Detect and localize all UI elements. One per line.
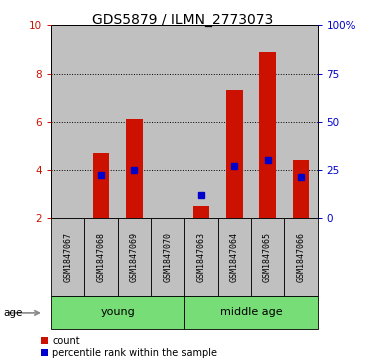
Bar [184,25,218,218]
Text: GSM1847063: GSM1847063 [196,232,205,282]
Text: GDS5879 / ILMN_2773073: GDS5879 / ILMN_2773073 [92,13,273,27]
Text: GSM1847066: GSM1847066 [296,232,306,282]
Bar [251,218,284,296]
Bar [193,206,209,218]
Bar [151,25,184,218]
Text: GSM1847070: GSM1847070 [163,232,172,282]
Text: age: age [4,308,23,318]
Bar [259,52,276,218]
Bar [84,218,118,296]
Bar [118,218,151,296]
Bar [51,296,184,329]
Bar [251,25,284,218]
Bar [218,218,251,296]
Bar [226,90,243,218]
Text: GSM1847067: GSM1847067 [63,232,72,282]
Text: young: young [100,307,135,317]
Text: GSM1847065: GSM1847065 [263,232,272,282]
Bar [293,160,309,218]
Bar [118,25,151,218]
Bar [184,218,218,296]
Text: middle age: middle age [220,307,282,317]
Bar [93,153,110,218]
Text: GSM1847069: GSM1847069 [130,232,139,282]
Bar [151,218,184,296]
Bar [84,25,118,218]
Bar [284,218,318,296]
Bar [218,25,251,218]
Bar [284,25,318,218]
Text: GSM1847068: GSM1847068 [97,232,105,282]
Bar [126,119,143,218]
Text: GSM1847064: GSM1847064 [230,232,239,282]
Bar [51,218,84,296]
Legend: count, percentile rank within the sample: count, percentile rank within the sample [41,336,217,358]
Bar [51,25,84,218]
Bar [184,296,318,329]
